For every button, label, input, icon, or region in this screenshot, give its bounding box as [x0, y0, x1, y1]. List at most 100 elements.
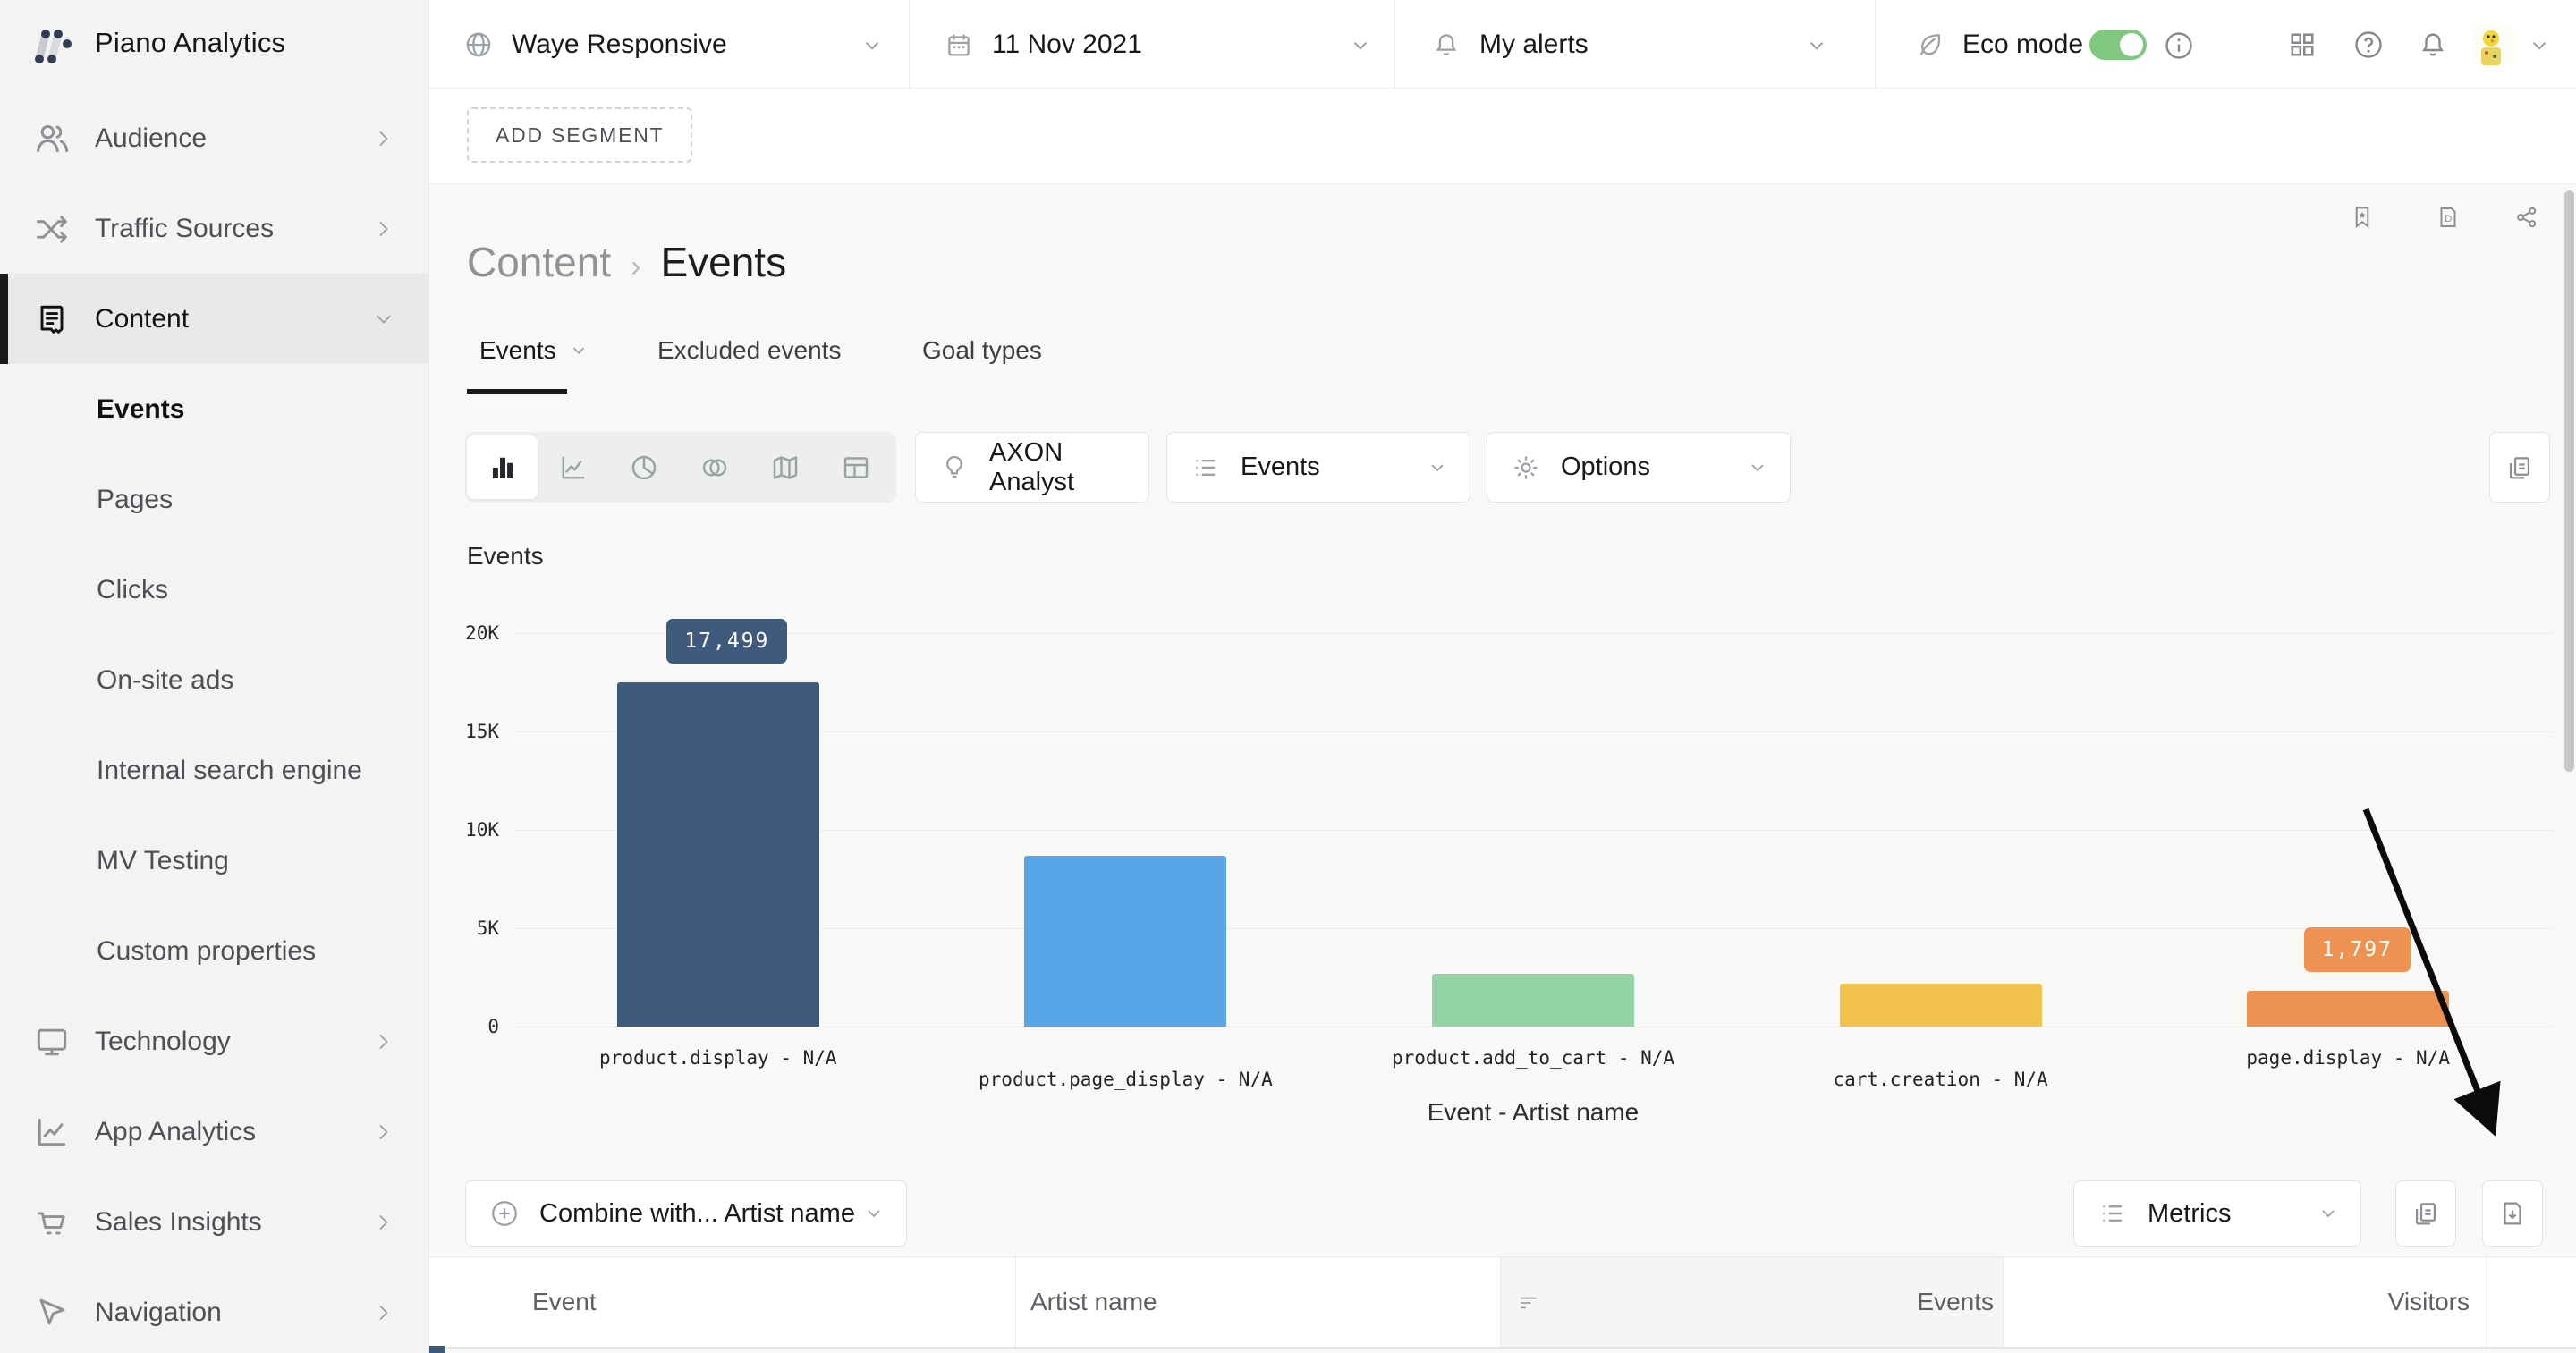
chevron-down-icon[interactable]: [1805, 34, 1828, 57]
sidebar-item-clicks[interactable]: Clicks: [0, 545, 428, 635]
apps-grid-icon[interactable]: [2286, 29, 2318, 61]
bar-2[interactable]: [1024, 855, 1227, 1027]
column-header-label: Events: [1917, 1288, 1994, 1315]
bar-5[interactable]: [2247, 991, 2450, 1027]
sidebar-item-events[interactable]: Events: [0, 364, 428, 454]
toggle-knob: [2120, 33, 2143, 56]
active-tab-indicator: [467, 389, 567, 394]
eco-mode-toggle[interactable]: [2089, 30, 2147, 60]
sidebar-item-mv-testing[interactable]: MV Testing: [0, 816, 428, 906]
alerts-label: My alerts: [1479, 29, 1589, 59]
chart-type-line-chart-button[interactable]: [538, 435, 608, 499]
bar-3[interactable]: [1432, 973, 1634, 1027]
user-avatar[interactable]: [2470, 24, 2512, 65]
combine-with-dropdown[interactable]: Combine with... Artist name: [465, 1180, 907, 1247]
column-header-events[interactable]: Events: [1500, 1257, 2003, 1347]
y-axis-tick: 10K: [465, 819, 499, 841]
audience-icon: [32, 119, 72, 158]
chart-type-pie-chart-button[interactable]: [608, 435, 679, 499]
sidebar-item-audience[interactable]: Audience: [0, 93, 428, 183]
add-segment-button[interactable]: ADD SEGMENT: [467, 107, 693, 163]
sidebar-item-label: Custom properties: [97, 935, 317, 966]
breadcrumb-section[interactable]: Content: [467, 239, 612, 285]
x-axis-category-label: product.display - N/A: [599, 1047, 837, 1069]
chevron-down-icon[interactable]: [1349, 34, 1372, 57]
options-dropdown[interactable]: Options: [1487, 432, 1791, 503]
chart-title: Events: [467, 542, 544, 570]
site-selector[interactable]: Waye Responsive: [463, 0, 875, 89]
column-header-artist-name[interactable]: Artist name: [1015, 1257, 1500, 1347]
technology-icon: [32, 1022, 72, 1061]
app-logo[interactable]: Piano Analytics: [30, 20, 285, 66]
chart-type-map-button[interactable]: [750, 435, 820, 499]
column-header-label: Artist name: [1030, 1288, 1157, 1315]
page-title: Events: [660, 239, 787, 285]
share-icon[interactable]: [2513, 204, 2540, 231]
sidebar-item-navigation[interactable]: Navigation: [0, 1267, 428, 1353]
chevron-down-icon: [371, 307, 396, 332]
x-axis-category-label: product.page_display - N/A: [979, 1069, 1273, 1090]
sidebar-item-label: On-site ads: [97, 664, 234, 695]
vertical-scrollbar[interactable]: [2564, 190, 2574, 772]
copy-table-button[interactable]: [2395, 1180, 2456, 1247]
chart-type-venn-button[interactable]: [679, 435, 750, 499]
sidebar-item-pages[interactable]: Pages: [0, 454, 428, 545]
tab-excluded-events[interactable]: Excluded events: [657, 336, 842, 364]
traffic-sources-icon: [32, 209, 72, 249]
sidebar-item-label: Clicks: [97, 574, 168, 605]
chevron-right-icon: [371, 1300, 396, 1325]
chevron-right-icon: [371, 1120, 396, 1145]
sidebar-item-label: Pages: [97, 484, 174, 514]
sidebar-item-sales-insights[interactable]: Sales Insights: [0, 1177, 428, 1267]
copy-icon: [2415, 1203, 2436, 1225]
sidebar-item-content[interactable]: Content: [0, 274, 428, 364]
data-label-badge: 1,797: [2303, 927, 2411, 973]
alerts-selector[interactable]: My alerts: [1431, 0, 1807, 89]
sidebar-item-custom-properties[interactable]: Custom properties: [0, 906, 428, 996]
column-header-empty: [2486, 1257, 2576, 1347]
data-label-badge: 17,499: [666, 619, 788, 664]
info-icon[interactable]: [2163, 30, 2195, 62]
table-row-color-chip: [429, 1346, 445, 1353]
column-header-event[interactable]: Event: [429, 1257, 1015, 1347]
sidebar-item-traffic-sources[interactable]: Traffic Sources: [0, 183, 428, 274]
chevron-right-icon: [371, 216, 396, 241]
column-header-visitors[interactable]: Visitors: [2003, 1257, 2486, 1347]
sidebar-item-label: Audience: [95, 123, 208, 153]
chart-type-bar-chart-button[interactable]: [467, 435, 538, 499]
sidebar-item-internal-search-engine[interactable]: Internal search engine: [0, 725, 428, 816]
chart-type-table-button[interactable]: [820, 435, 891, 499]
bar-1[interactable]: [616, 682, 819, 1027]
column-header-label: Event: [532, 1288, 597, 1315]
tab-goal-types[interactable]: Goal types: [922, 336, 1042, 364]
leaf-icon: [1914, 30, 1945, 60]
y-axis-tick: 15K: [465, 721, 499, 742]
y-axis-tick: 5K: [476, 918, 499, 939]
report-document-icon[interactable]: D: [2435, 204, 2462, 231]
tab-events[interactable]: Events: [479, 336, 589, 365]
sidebar-item-app-analytics[interactable]: App Analytics: [0, 1087, 428, 1177]
divider: [1394, 0, 1395, 89]
bar-4[interactable]: [1839, 983, 2042, 1027]
help-icon[interactable]: [2352, 29, 2385, 61]
chevron-down-icon: [1747, 457, 1768, 478]
bookmark-star-icon[interactable]: [2349, 204, 2376, 231]
chevron-down-icon[interactable]: [860, 34, 884, 57]
notifications-bell-icon[interactable]: [2417, 29, 2449, 61]
copy-icon: [2509, 456, 2530, 478]
chevron-down-icon[interactable]: [2528, 34, 2551, 57]
table-icon: [840, 452, 872, 484]
line-chart-icon: [557, 452, 589, 484]
date-picker[interactable]: 11 Nov 2021: [944, 0, 1328, 89]
sidebar-item-technology[interactable]: Technology: [0, 996, 428, 1087]
list-icon: [1191, 452, 1221, 483]
x-axis-category-label: cart.creation - N/A: [1833, 1069, 2048, 1090]
sidebar-item-on-site-ads[interactable]: On-site ads: [0, 635, 428, 725]
duplicate-chart-button[interactable]: [2489, 432, 2550, 503]
export-download-button[interactable]: [2482, 1180, 2543, 1247]
axon-analyst-button[interactable]: AXON Analyst: [915, 432, 1149, 503]
dimension-dropdown[interactable]: Events: [1166, 432, 1470, 503]
metrics-dropdown[interactable]: Metrics: [2073, 1180, 2361, 1247]
eco-mode-group: Eco mode: [1914, 0, 2111, 89]
